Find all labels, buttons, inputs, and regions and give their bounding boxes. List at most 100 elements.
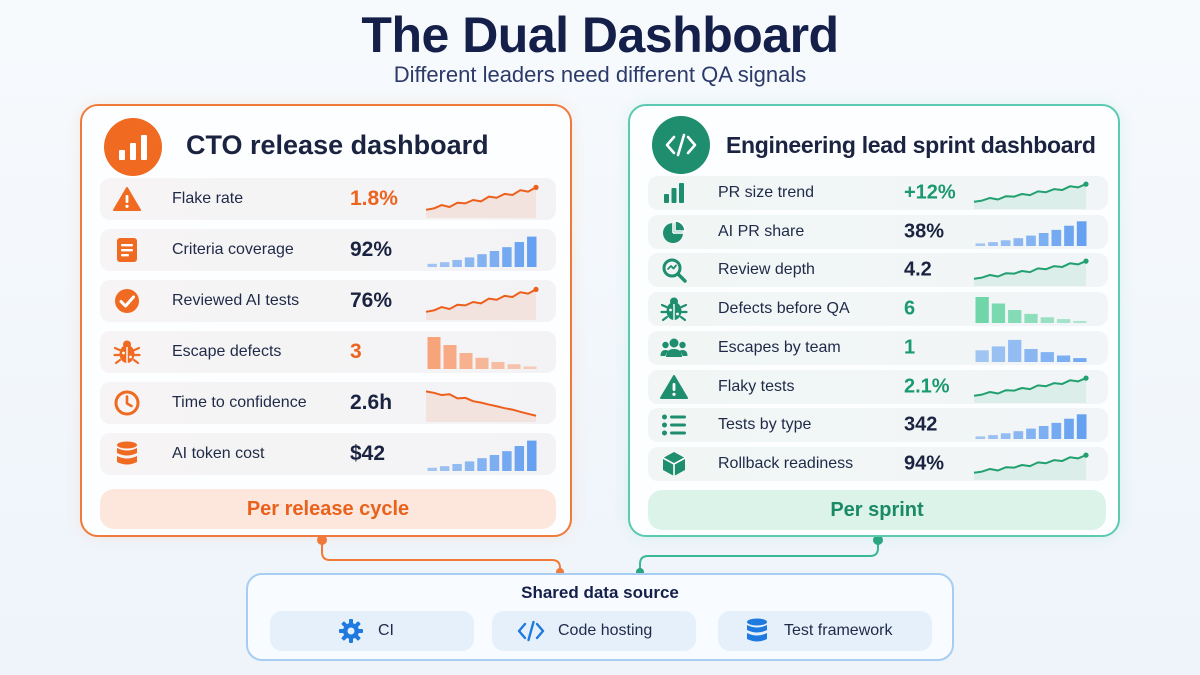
sparkline-line	[973, 454, 1087, 474]
metric-label: Defects before QA	[718, 300, 850, 318]
sparkline	[973, 375, 1089, 403]
engineering-lead-sprint-dashboard-panel: Engineering lead sprint dashboard PR siz…	[628, 104, 1120, 537]
sparkline-bar	[427, 337, 441, 369]
metric-row: Rollback readiness 94%	[648, 446, 1108, 481]
sparkline-bar	[514, 242, 525, 267]
sparkline-end-point	[1083, 375, 1089, 381]
metric-value: 4.2	[904, 258, 932, 281]
sparkline-bar	[1024, 348, 1038, 362]
metric-value: 2.6h	[350, 391, 393, 414]
sparkline-bar	[1040, 317, 1054, 324]
sparkline-line	[425, 186, 537, 211]
sparkline-bar	[452, 463, 462, 471]
metric-row: Flake rate 1.8%	[100, 178, 556, 220]
sparkline-line	[425, 390, 537, 417]
metric-value: 1	[904, 336, 916, 359]
sparkline-bar	[1013, 431, 1024, 440]
sparkline-bar	[507, 364, 521, 369]
sparkline-bar	[464, 257, 475, 267]
source-code-hosting: Code hosting	[492, 611, 696, 651]
sparkline-bar	[491, 361, 505, 369]
sparkline-bar	[489, 455, 500, 471]
sparkline-line	[973, 376, 1087, 397]
sparkline-bar	[975, 350, 989, 362]
list-icon	[660, 411, 688, 439]
document-icon	[112, 235, 142, 265]
metric-value: 38%	[904, 220, 945, 243]
database-icon	[112, 439, 142, 469]
metric-value: 1.8%	[350, 187, 398, 210]
sparkline-end-point	[1083, 181, 1089, 187]
metric-row: Review depth 4.2	[648, 253, 1108, 288]
sparkline-bar	[427, 263, 437, 267]
sparkline-area	[974, 261, 1086, 287]
sparkline-bar	[427, 467, 437, 471]
metric-row: Time to confidence 2.6h	[100, 382, 556, 424]
sparkline-bar	[1076, 414, 1087, 440]
sparkline-bar	[502, 247, 512, 267]
sparkline-line	[973, 260, 1087, 281]
sparkline-bar	[1076, 220, 1087, 246]
metric-value: 2.1%	[904, 375, 950, 397]
sparkline-bar	[1026, 235, 1036, 246]
code-icon	[652, 116, 710, 174]
source-label: CI	[378, 622, 394, 639]
source-label: Code hosting	[558, 622, 653, 639]
metric-label: Rollback readiness	[718, 454, 854, 472]
metric-value: 76%	[350, 289, 393, 312]
metric-label: Reviewed AI tests	[172, 292, 300, 309]
pie-chart-icon	[660, 218, 688, 246]
sparkline-bar	[1038, 426, 1049, 440]
sparkline-bar	[439, 262, 450, 267]
sparkline-bar	[1008, 310, 1022, 324]
cto-footer-label: Per release cycle	[100, 489, 556, 529]
database-icon	[742, 616, 772, 646]
sparkline-bar	[1000, 239, 1011, 246]
sparkline-bar	[1056, 319, 1071, 324]
sparkline-bar	[1008, 339, 1022, 362]
metric-label: AI PR share	[718, 222, 805, 240]
sparkline-bar	[975, 436, 986, 440]
sparkline-bar	[459, 353, 473, 369]
sparkline-area	[426, 187, 536, 218]
source-test-framework: Test framework	[718, 611, 932, 651]
source-ci: CI	[270, 611, 474, 651]
sparkline-area	[974, 377, 1086, 403]
sparkline-bar	[988, 435, 998, 440]
sparkline	[973, 181, 1089, 209]
gear-icon	[336, 616, 366, 646]
sparkline-bar	[502, 451, 512, 471]
metric-label: Flaky tests	[718, 377, 795, 395]
sparkline-bar	[1038, 232, 1049, 246]
sparkline-bar	[1013, 237, 1024, 246]
metric-label: AI token cost	[172, 445, 265, 462]
sparkline-bar	[1024, 313, 1038, 324]
sparkline-bar	[991, 346, 1006, 362]
metric-row: Flaky tests 2.1%	[648, 369, 1108, 404]
sparkline-area	[426, 391, 536, 422]
sparkline-area	[426, 289, 536, 320]
sparkline-bar	[975, 243, 986, 246]
sparkline	[975, 220, 1087, 246]
page-subtitle: Different leaders need different QA sign…	[393, 62, 807, 87]
magnifier-icon	[660, 256, 688, 284]
clock-icon	[112, 388, 142, 418]
sparkline	[973, 452, 1089, 480]
page-title: The Dual Dashboard	[361, 7, 839, 63]
sparkline	[973, 258, 1089, 287]
sparkline	[975, 339, 1087, 362]
metric-label: Review depth	[718, 261, 815, 279]
sparkline-area	[974, 454, 1086, 480]
sparkline-bar	[489, 251, 500, 267]
cube-icon	[660, 450, 688, 478]
metric-label: Escapes by team	[718, 338, 841, 356]
sparkline-area	[974, 184, 1086, 209]
sparkline-bar	[991, 303, 1006, 324]
sparkline-bar	[1073, 357, 1087, 362]
metric-row: AI PR share 38%	[648, 214, 1108, 249]
metric-value: 3	[350, 340, 362, 363]
sparkline-bar	[477, 254, 487, 267]
sparkline-bar	[1040, 351, 1054, 362]
shared-data-source-title: Shared data source	[521, 583, 679, 602]
sparkline-bar	[1064, 225, 1074, 246]
